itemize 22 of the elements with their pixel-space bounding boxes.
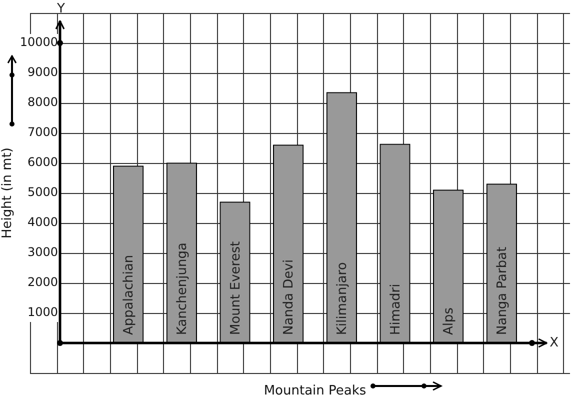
x-tick-label: Kilimanjaro	[335, 262, 350, 335]
x-tick-label: Himadri	[388, 284, 404, 335]
y-tick-label: 10000	[20, 35, 58, 50]
y-axis-title: Height (in mt)	[0, 148, 16, 238]
y-tick-label: 1000	[27, 305, 58, 320]
x-tick-label: Kanchenjunga	[175, 242, 190, 335]
y-tick-label: 3000	[27, 245, 58, 260]
x-axis-title: Mountain Peaks	[264, 384, 366, 399]
x-tick-label: Mount Everest	[228, 241, 244, 335]
y-tick-label: 6000	[27, 155, 58, 170]
x-tick-label: Nanga Parbat	[495, 246, 510, 335]
annotation: Y	[56, 1, 66, 16]
x-tick-label: Alps	[442, 307, 457, 335]
x-tick-label: Nanda Devi	[282, 259, 297, 335]
y-tick-label: 4000	[27, 215, 58, 230]
x-tick-label: Appalachian	[122, 254, 137, 335]
y-tick-label: 2000	[27, 275, 58, 290]
y-tick-label: 5000	[27, 185, 58, 200]
y-tick-label: 7000	[27, 125, 58, 140]
y-tick-label: 8000	[27, 95, 58, 110]
annotation: X	[550, 335, 559, 350]
y-tick-label: 9000	[27, 65, 58, 80]
